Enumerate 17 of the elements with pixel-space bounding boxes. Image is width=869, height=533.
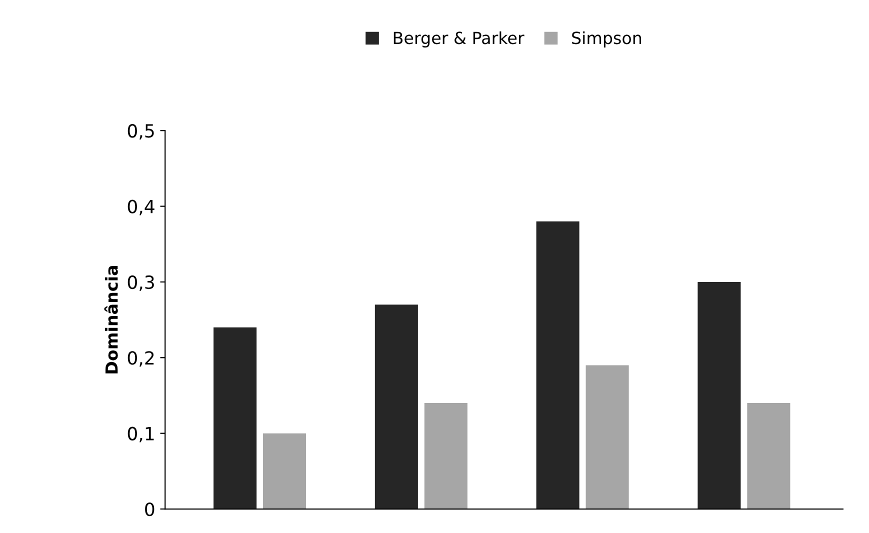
legend-label: Simpson	[572, 31, 642, 48]
y-tick-label: 0,3	[128, 275, 154, 291]
bar	[747, 403, 790, 510]
y-tick-label: 0,2	[128, 351, 154, 367]
y-axis-title: Dominância	[104, 266, 118, 374]
y-tick-label: 0,1	[128, 426, 154, 442]
bar	[586, 365, 629, 510]
bar	[214, 327, 257, 510]
bar	[374, 304, 418, 510]
y-tick-label: 0,4	[128, 200, 154, 216]
legend-label: Berger & Parker	[394, 31, 524, 48]
bar	[424, 403, 468, 510]
bar	[698, 282, 741, 510]
bar	[263, 433, 306, 510]
bar	[536, 221, 580, 510]
y-tick-label: 0	[145, 502, 154, 516]
y-tick-label: 0,5	[128, 124, 154, 140]
